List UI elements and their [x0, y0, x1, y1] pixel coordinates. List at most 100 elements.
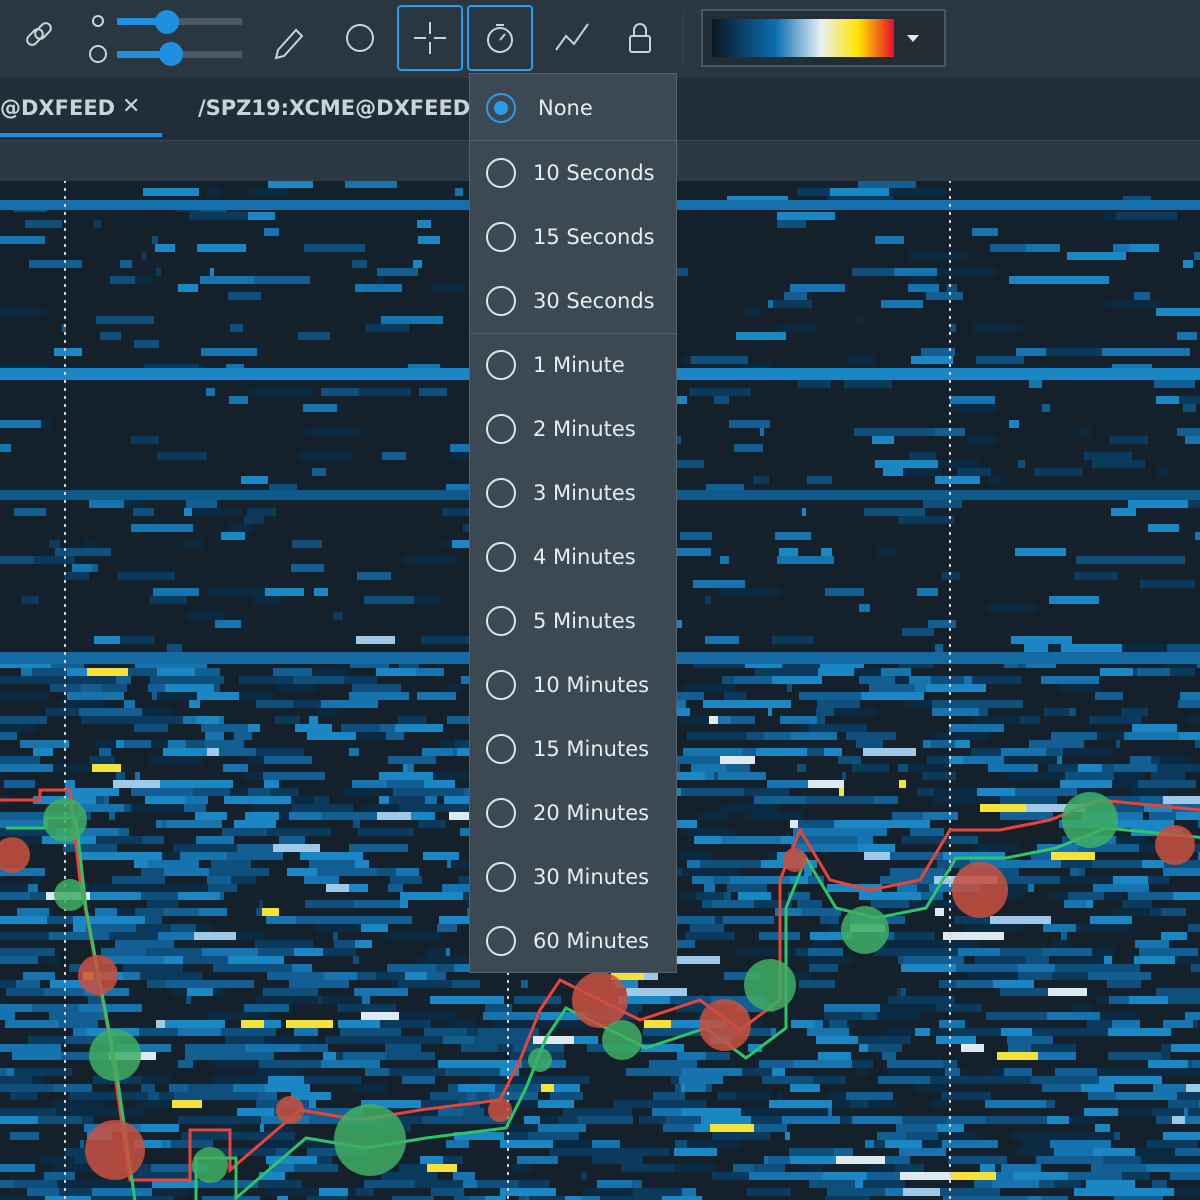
- menu-item[interactable]: 15 Minutes: [470, 717, 676, 781]
- heat-cell: [903, 468, 941, 476]
- heat-cell: [741, 1108, 759, 1116]
- timer-button[interactable]: [467, 5, 533, 71]
- heat-cell: [52, 1100, 104, 1108]
- menu-item[interactable]: 30 Seconds: [470, 269, 676, 333]
- heat-cell: [689, 388, 751, 396]
- heat-cell: [86, 924, 136, 932]
- heat-cell: [189, 700, 200, 708]
- heat-cell: [0, 1012, 15, 1020]
- heat-cell: [32, 668, 67, 676]
- radio[interactable]: [486, 350, 516, 380]
- heat-cell: [995, 1164, 1001, 1172]
- heat-cell: [618, 996, 670, 1004]
- heat-cell: [1164, 860, 1200, 868]
- heat-cell: [1097, 732, 1124, 740]
- menu-item[interactable]: 60 Minutes: [470, 909, 676, 973]
- heat-cell: [241, 1020, 264, 1028]
- heat-cell: [1124, 732, 1179, 740]
- menu-item[interactable]: 1 Minute: [470, 333, 676, 397]
- heat-cell: [858, 1036, 911, 1044]
- menu-item[interactable]: 10 Minutes: [470, 653, 676, 717]
- heat-cell: [33, 876, 41, 884]
- slider-thumb[interactable]: [155, 10, 179, 34]
- heat-cell: [970, 860, 1021, 868]
- link-icon[interactable]: [25, 21, 53, 47]
- close-tab[interactable]: ✕: [122, 94, 141, 119]
- heat-cell: [942, 572, 960, 580]
- heat-cell: [116, 740, 124, 748]
- heat-cell: [932, 708, 979, 716]
- heat-cell: [151, 1164, 208, 1172]
- comment-icon[interactable]: [346, 24, 374, 52]
- radio[interactable]: [486, 670, 516, 700]
- radio[interactable]: [486, 478, 516, 508]
- radio[interactable]: [486, 542, 516, 572]
- radio[interactable]: [486, 158, 516, 188]
- menu-item[interactable]: 5 Minutes: [470, 589, 676, 653]
- heat-cell: [892, 996, 955, 1004]
- radio[interactable]: [486, 606, 516, 636]
- heat-cell: [493, 1020, 548, 1028]
- heat-cell: [1086, 1180, 1135, 1188]
- heat-cell: [417, 692, 456, 700]
- heat-cell: [160, 780, 182, 788]
- heat-cell: [940, 1188, 1000, 1196]
- heat-cell: [1096, 996, 1109, 1004]
- menu-item[interactable]: 4 Minutes: [470, 525, 676, 589]
- radio[interactable]: [486, 798, 516, 828]
- menu-item[interactable]: 3 Minutes: [470, 461, 676, 525]
- crosshair-button[interactable]: [397, 5, 463, 71]
- radio[interactable]: [486, 734, 516, 764]
- heat-cell: [248, 724, 260, 732]
- heat-cell: [352, 260, 367, 268]
- heat-cell: [852, 1060, 873, 1068]
- heat-cell: [958, 948, 1000, 956]
- menu-item[interactable]: 10 Seconds: [470, 141, 676, 205]
- heat-cell: [867, 1172, 900, 1180]
- heat-cell: [141, 868, 164, 876]
- menu-item[interactable]: 30 Minutes: [470, 845, 676, 909]
- heat-cell: [10, 1132, 39, 1140]
- heat-cell: [754, 900, 792, 908]
- heat-cell: [359, 860, 369, 868]
- menu-item[interactable]: 20 Minutes: [470, 781, 676, 845]
- heat-cell: [813, 940, 834, 948]
- menu-item[interactable]: 15 Seconds: [470, 205, 676, 269]
- slider-thumb[interactable]: [159, 42, 183, 66]
- heat-cell: [818, 1052, 828, 1060]
- chart-icon[interactable]: [555, 23, 589, 51]
- pencil-icon[interactable]: [274, 28, 304, 60]
- tab-label[interactable]: @DXFEED: [0, 96, 116, 120]
- heat-cell: [75, 1156, 93, 1164]
- heat-cell: [975, 956, 1026, 964]
- heat-cell: [0, 1116, 38, 1124]
- radio[interactable]: [486, 93, 516, 123]
- heat-cell: [194, 932, 236, 940]
- heat-cell: [1054, 1148, 1093, 1156]
- heat-cell: [249, 796, 291, 804]
- radio[interactable]: [486, 414, 516, 444]
- heat-cell: [69, 1092, 104, 1100]
- radio[interactable]: [486, 926, 516, 956]
- heat-cell: [1031, 1076, 1046, 1084]
- menu-item[interactable]: 2 Minutes: [470, 397, 676, 461]
- radio[interactable]: [486, 222, 516, 252]
- lock-icon[interactable]: [629, 23, 651, 53]
- heat-cell: [1162, 908, 1186, 916]
- radio[interactable]: [486, 862, 516, 892]
- trade-bubble: [54, 879, 86, 911]
- heat-cell: [294, 948, 323, 956]
- heat-cell: [381, 316, 443, 324]
- tab-label[interactable]: /SPZ19:XCME@DXFEED_C: [198, 96, 497, 120]
- heat-cell: [1180, 692, 1200, 700]
- heat-cell: [737, 948, 796, 956]
- timer-icon[interactable]: [487, 27, 513, 53]
- heat-cell: [1047, 1012, 1100, 1020]
- heat-cell: [304, 684, 317, 692]
- crosshair-icon[interactable]: [414, 22, 446, 54]
- heat-cell: [184, 804, 206, 812]
- menu-item[interactable]: None: [470, 76, 676, 140]
- heat-cell: [719, 588, 780, 596]
- heat-cell: [1091, 1164, 1146, 1172]
- radio[interactable]: [486, 286, 516, 316]
